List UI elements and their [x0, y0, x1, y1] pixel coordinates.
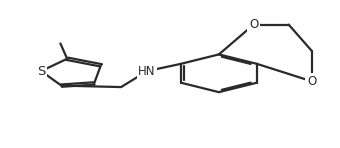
Text: O: O: [307, 75, 316, 88]
Text: HN: HN: [138, 65, 156, 78]
Text: O: O: [249, 18, 258, 31]
Text: S: S: [37, 65, 45, 78]
